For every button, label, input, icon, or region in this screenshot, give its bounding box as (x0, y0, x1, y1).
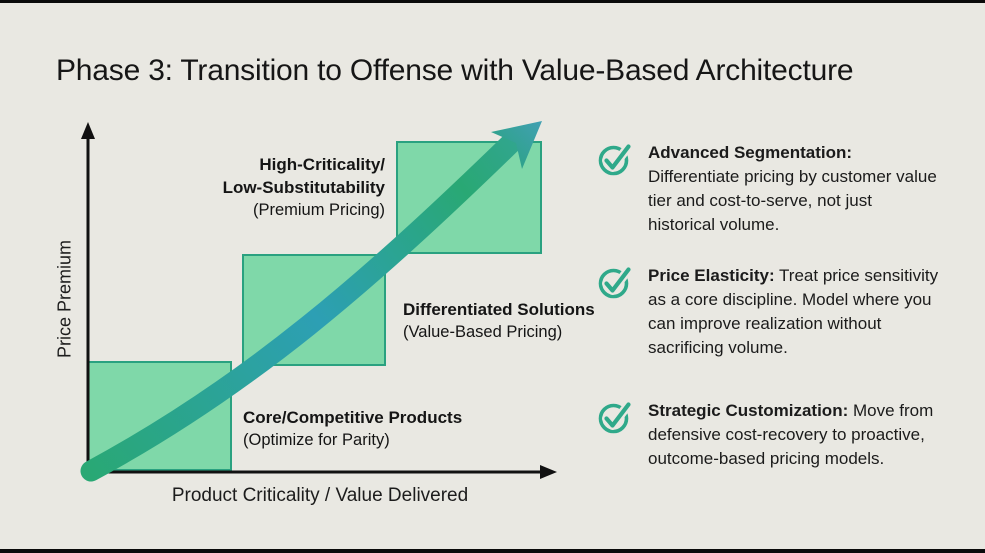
bullet-text: Strategic Customization: Move from defen… (648, 399, 942, 471)
y-axis-label: Price Premium (54, 239, 75, 359)
step-label-differentiated: Differentiated Solutions (Value-Based Pr… (403, 299, 595, 343)
step-name: Differentiated Solutions (403, 300, 595, 319)
step-label-high-criticality: High-Criticality/ Low-Substitutability (… (165, 153, 385, 221)
check-circle-icon (598, 400, 633, 434)
step-box-high-criticality-border (396, 141, 542, 254)
bullet-title: Price Elasticity: (648, 266, 775, 285)
bullet-strategic-customization: Strategic Customization: Move from defen… (597, 399, 953, 471)
step-label-core: Core/Competitive Products (Optimize for … (243, 407, 462, 451)
bullet-body: Treat price sensitivity as a core discip… (648, 266, 939, 357)
bullet-advanced-segmentation: Advanced Segmentation: Differentiate pri… (597, 141, 953, 237)
x-axis-arrowhead (540, 465, 557, 479)
y-axis-arrowhead (81, 122, 95, 139)
bullet-body: Move from defensive cost-recovery to pro… (648, 401, 934, 468)
bullet-title: Strategic Customization: (648, 401, 849, 420)
bullet-body: Differentiate pricing by customer value … (648, 167, 937, 234)
step-pricing: (Value-Based Pricing) (403, 323, 563, 341)
trend-arrow-shaft (80, 131, 523, 482)
bullet-text: Advanced Segmentation: Differentiate pri… (648, 141, 942, 237)
trend-arrow-head (491, 121, 542, 169)
step-pricing: (Optimize for Parity) (243, 431, 390, 449)
step-name: High-Criticality/ Low-Substitutability (222, 155, 385, 197)
x-axis-label: Product Criticality / Value Delivered (171, 485, 469, 506)
check-circle-icon (598, 142, 633, 176)
step-box-differentiated-border (242, 254, 386, 366)
step-pricing: (Premium Pricing) (252, 201, 385, 219)
letterbox-top (0, 0, 985, 3)
letterbox-bottom (0, 549, 985, 553)
check-circle-icon (598, 265, 633, 299)
bullet-title: Advanced Segmentation: (648, 143, 853, 162)
bullet-price-elasticity: Price Elasticity: Treat price sensitivit… (597, 264, 953, 360)
step-name: Core/Competitive Products (243, 408, 463, 427)
bullet-text: Price Elasticity: Treat price sensitivit… (648, 264, 942, 360)
slide-title: Phase 3: Transition to Offense with Valu… (56, 54, 854, 87)
